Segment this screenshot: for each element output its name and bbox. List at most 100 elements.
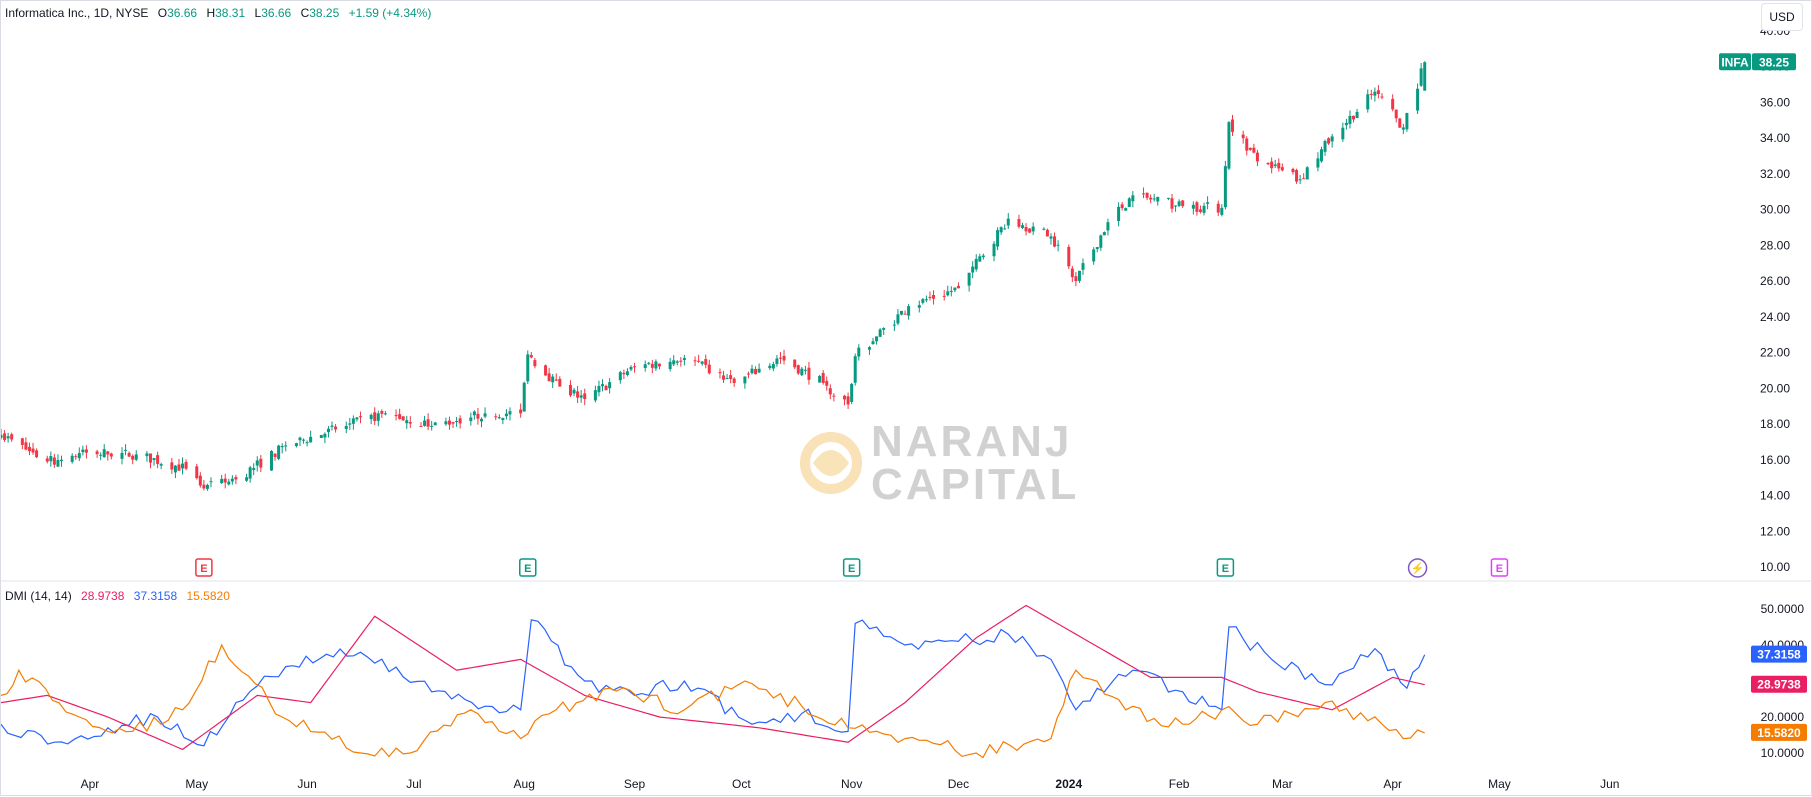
candle-body bbox=[1327, 138, 1331, 144]
candle-body bbox=[60, 459, 64, 461]
earnings-marker[interactable]: E bbox=[519, 558, 537, 577]
candle-up bbox=[1006, 213, 1010, 230]
dmi-title[interactable]: DMI (14, 14) bbox=[5, 589, 72, 603]
candle-body bbox=[1344, 122, 1348, 126]
time-tick-label: 2024 bbox=[1055, 777, 1082, 791]
candle-down bbox=[401, 416, 405, 422]
low-label: L bbox=[254, 6, 262, 20]
candle-up bbox=[455, 416, 459, 427]
candle-body bbox=[1369, 94, 1373, 96]
candle-down bbox=[458, 415, 462, 429]
candle-up bbox=[1405, 112, 1409, 132]
candle-up bbox=[102, 444, 106, 458]
candle-body bbox=[693, 360, 697, 362]
candle-down bbox=[793, 359, 797, 370]
watermark-logo-icon bbox=[800, 432, 862, 494]
candle-body bbox=[1295, 170, 1299, 182]
candle-body bbox=[184, 461, 188, 469]
candle-body bbox=[408, 422, 412, 424]
price-axis[interactable]: 40.0038.0036.0034.0032.0030.0028.0026.00… bbox=[1760, 24, 1790, 574]
candle-body bbox=[533, 360, 537, 367]
candle-up bbox=[173, 465, 177, 479]
candle-body bbox=[679, 360, 683, 362]
dmi-legend[interactable]: DMI (14, 14) 28.9738 37.3158 15.5820 bbox=[5, 589, 236, 603]
candle-body bbox=[148, 453, 152, 463]
candle-down bbox=[1181, 199, 1185, 208]
candle-down bbox=[202, 480, 206, 491]
candle-body bbox=[124, 449, 128, 451]
candle-up bbox=[768, 363, 772, 371]
candle-up bbox=[875, 336, 879, 345]
candle-up bbox=[326, 426, 330, 438]
candle-up bbox=[757, 363, 761, 373]
candle-up bbox=[896, 309, 900, 326]
candle-down bbox=[832, 393, 836, 402]
candle-down bbox=[732, 377, 736, 387]
currency-button[interactable]: USD bbox=[1761, 3, 1803, 31]
candle-body bbox=[579, 395, 583, 398]
candle-body bbox=[1366, 94, 1370, 110]
candle-up bbox=[1273, 159, 1277, 169]
candle-body bbox=[775, 358, 779, 365]
candle-up bbox=[996, 227, 1000, 251]
candle-down bbox=[821, 370, 825, 385]
candle-up bbox=[921, 297, 925, 305]
price-tick-label: 26.00 bbox=[1760, 274, 1790, 288]
earnings-marker[interactable]: E bbox=[842, 558, 861, 577]
candle-body bbox=[394, 415, 398, 417]
candle-up bbox=[405, 415, 409, 429]
candle-up bbox=[60, 455, 64, 467]
time-axis[interactable]: Apr May Jun Jul Aug Sep Oct Nov Dec 2024 Feb Mar Apr… bbox=[81, 777, 1620, 791]
candle-up bbox=[323, 432, 327, 444]
symbol-legend[interactable]: Informatica Inc., 1D, NYSE O36.66 H38.31… bbox=[5, 6, 437, 20]
time-tick-label: Jul bbox=[406, 777, 421, 791]
candle-up bbox=[302, 438, 306, 444]
dividend-marker[interactable]: ⚡ bbox=[1407, 558, 1428, 578]
price-tick-label: 34.00 bbox=[1760, 131, 1790, 145]
candle-body bbox=[52, 457, 56, 465]
candle-body bbox=[1252, 147, 1256, 153]
plus-di-tag: 37.3158 bbox=[1751, 645, 1807, 663]
candle-body bbox=[1177, 201, 1181, 206]
candle-body bbox=[234, 477, 238, 480]
candle-body bbox=[298, 437, 302, 441]
candle-up bbox=[472, 410, 476, 420]
candle-body bbox=[519, 409, 523, 414]
candle-up bbox=[1049, 233, 1053, 245]
candle-up bbox=[81, 445, 85, 456]
candle-body bbox=[49, 456, 53, 462]
candle-body bbox=[1017, 219, 1021, 227]
candle-up bbox=[907, 303, 911, 320]
event-markers[interactable]: E E E E ⚡ E bbox=[195, 558, 1509, 578]
candle-up bbox=[508, 407, 512, 421]
candle-body bbox=[999, 227, 1003, 233]
plus-di-tag-text: 37.3158 bbox=[1757, 648, 1801, 662]
candle-body bbox=[1106, 222, 1110, 231]
candle-body bbox=[1124, 208, 1128, 211]
candle-down bbox=[35, 448, 39, 459]
candle-body bbox=[526, 354, 530, 382]
candle-body bbox=[725, 378, 729, 380]
candle-body bbox=[953, 287, 957, 291]
candle-body bbox=[871, 341, 875, 344]
candle-body bbox=[209, 481, 213, 483]
candle-body bbox=[750, 368, 754, 374]
candle-up bbox=[501, 417, 505, 424]
candle-body bbox=[1231, 119, 1235, 132]
candle-body bbox=[99, 454, 103, 456]
earnings-marker[interactable]: E bbox=[195, 558, 213, 577]
candle-up bbox=[1191, 201, 1195, 215]
symbol-title[interactable]: Informatica Inc., 1D, NYSE bbox=[5, 6, 149, 20]
candle-up bbox=[1323, 139, 1327, 156]
candle-up bbox=[6, 432, 10, 443]
earnings-marker[interactable]: E bbox=[1490, 558, 1509, 577]
candle-body bbox=[921, 299, 925, 303]
candle-up bbox=[277, 444, 281, 461]
candle-up bbox=[526, 350, 530, 385]
earnings-marker[interactable]: E bbox=[1216, 558, 1235, 577]
candle-down bbox=[1380, 93, 1384, 100]
candle-body bbox=[504, 413, 508, 417]
candle-up bbox=[309, 430, 313, 443]
candle-body bbox=[479, 418, 483, 422]
